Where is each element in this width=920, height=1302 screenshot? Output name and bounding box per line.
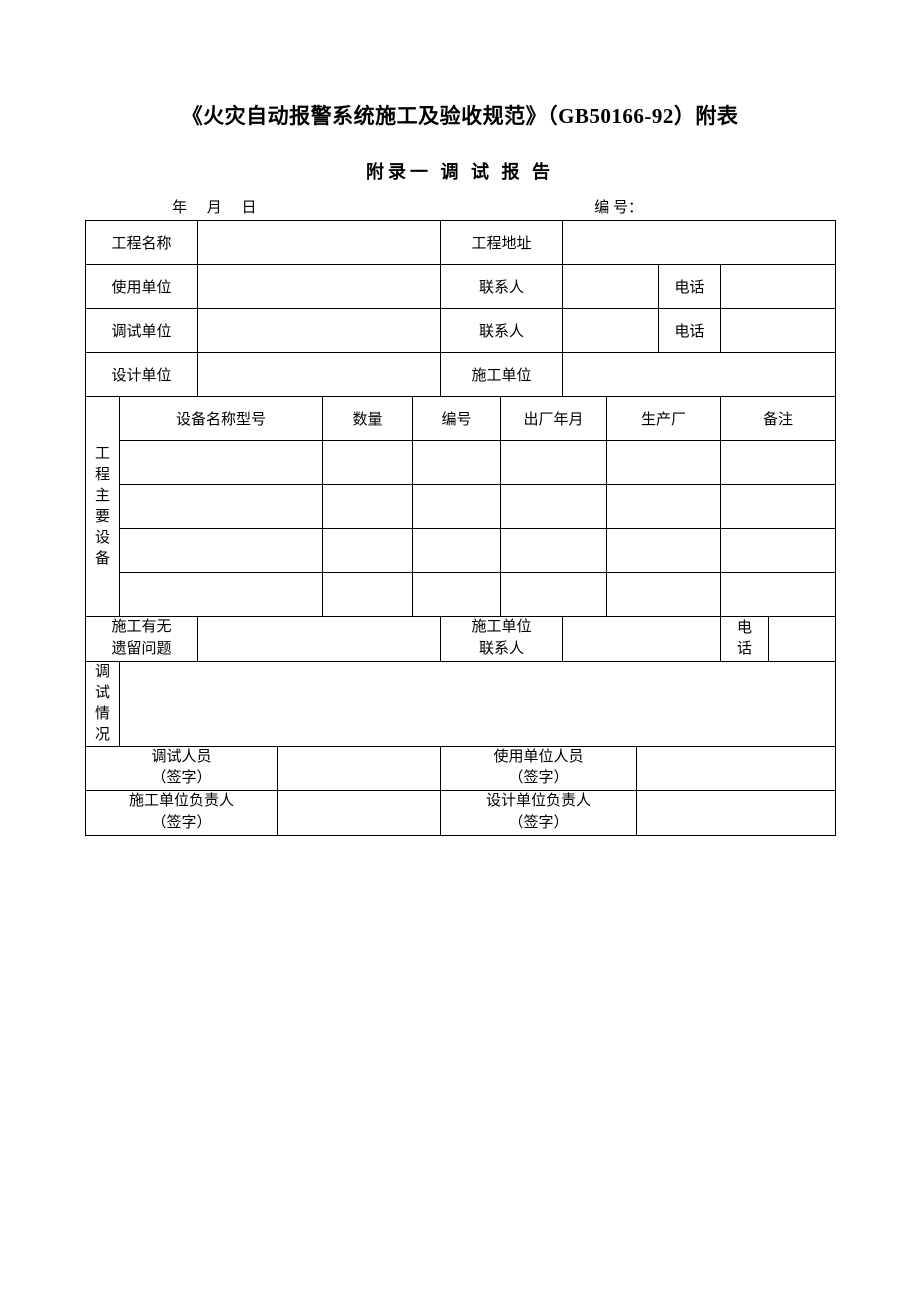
form-table: 工程名称 工程地址 使用单位 联系人 电话 调试单位 联系人 电话 设计单位 施… — [85, 220, 836, 836]
label-equipment-section: 工程主要设备 — [86, 397, 120, 617]
equip-remark-2[interactable] — [721, 485, 836, 529]
label-equipment-name-model: 设备名称型号 — [120, 397, 323, 441]
label-serial-no: 编号 — [413, 397, 501, 441]
equip-serial-1[interactable] — [413, 441, 501, 485]
label-user-unit-person-sign: 使用单位人员（签字） — [441, 746, 637, 791]
label-quantity: 数量 — [323, 397, 413, 441]
field-construction-contact[interactable] — [563, 617, 721, 662]
field-contact-person-2[interactable] — [563, 309, 659, 353]
label-phone-v: 电话 — [721, 617, 769, 662]
equip-qty-4[interactable] — [323, 573, 413, 617]
field-phone-v[interactable] — [769, 617, 836, 662]
document-title: 《火灾自动报警系统施工及验收规范》（GB50166-92）附表 — [85, 100, 835, 130]
equip-name-2[interactable] — [120, 485, 323, 529]
equip-serial-2[interactable] — [413, 485, 501, 529]
date-label: 年 月 日 — [172, 196, 265, 217]
equip-remark-3[interactable] — [721, 529, 836, 573]
equip-serial-4[interactable] — [413, 573, 501, 617]
label-construction-issue: 施工有无遗留问题 — [86, 617, 198, 662]
equip-mfr-1[interactable] — [607, 441, 721, 485]
label-phone-2: 电话 — [659, 309, 721, 353]
equip-date-1[interactable] — [501, 441, 607, 485]
label-design-leader-sign: 设计单位负责人（签字） — [441, 791, 637, 836]
field-debug-person-sign[interactable] — [278, 746, 441, 791]
meta-row: 年 月 日 编 号： — [85, 196, 835, 217]
label-user-unit: 使用单位 — [86, 265, 198, 309]
field-design-leader-sign[interactable] — [637, 791, 836, 836]
field-construction-unit[interactable] — [563, 353, 836, 397]
field-construction-leader-sign[interactable] — [278, 791, 441, 836]
field-design-unit[interactable] — [198, 353, 441, 397]
field-debug-unit[interactable] — [198, 309, 441, 353]
equip-remark-1[interactable] — [721, 441, 836, 485]
equip-remark-4[interactable] — [721, 573, 836, 617]
field-project-name[interactable] — [198, 221, 441, 265]
equip-date-3[interactable] — [501, 529, 607, 573]
field-debug-status[interactable] — [120, 661, 836, 746]
label-construction-contact: 施工单位联系人 — [441, 617, 563, 662]
label-debug-person-sign: 调试人员（签字） — [86, 746, 278, 791]
equip-date-2[interactable] — [501, 485, 607, 529]
label-contact-person-2: 联系人 — [441, 309, 563, 353]
equip-name-3[interactable] — [120, 529, 323, 573]
label-design-unit: 设计单位 — [86, 353, 198, 397]
field-project-address[interactable] — [563, 221, 836, 265]
field-phone-2[interactable] — [721, 309, 836, 353]
equip-mfr-2[interactable] — [607, 485, 721, 529]
equip-name-1[interactable] — [120, 441, 323, 485]
document-subtitle: 附录一 调 试 报 告 — [85, 158, 835, 184]
label-construction-leader-sign: 施工单位负责人（签字） — [86, 791, 278, 836]
field-contact-person-1[interactable] — [563, 265, 659, 309]
label-debug-status: 调试情况 — [86, 661, 120, 746]
label-factory-date: 出厂年月 — [501, 397, 607, 441]
field-user-unit-person-sign[interactable] — [637, 746, 836, 791]
equip-mfr-3[interactable] — [607, 529, 721, 573]
equip-serial-3[interactable] — [413, 529, 501, 573]
equip-mfr-4[interactable] — [607, 573, 721, 617]
serial-label: 编 号： — [594, 196, 643, 217]
label-debug-unit: 调试单位 — [86, 309, 198, 353]
label-project-address: 工程地址 — [441, 221, 563, 265]
label-remarks: 备注 — [721, 397, 836, 441]
equip-qty-1[interactable] — [323, 441, 413, 485]
field-phone-1[interactable] — [721, 265, 836, 309]
equip-name-4[interactable] — [120, 573, 323, 617]
field-user-unit[interactable] — [198, 265, 441, 309]
equip-qty-2[interactable] — [323, 485, 413, 529]
field-construction-issue[interactable] — [198, 617, 441, 662]
label-contact-person-1: 联系人 — [441, 265, 563, 309]
label-phone-1: 电话 — [659, 265, 721, 309]
label-manufacturer: 生产厂 — [607, 397, 721, 441]
label-project-name: 工程名称 — [86, 221, 198, 265]
equip-qty-3[interactable] — [323, 529, 413, 573]
label-construction-unit: 施工单位 — [441, 353, 563, 397]
equip-date-4[interactable] — [501, 573, 607, 617]
